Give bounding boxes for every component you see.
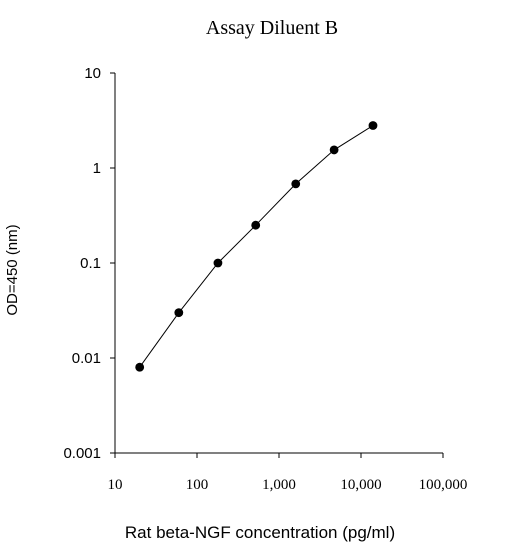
x-tick-label: 10 [108, 477, 123, 493]
data-points [135, 121, 378, 372]
y-tick-label: 10 [84, 65, 101, 82]
x-tick-label: 100,000 [419, 477, 468, 493]
series-line [139, 125, 374, 368]
data-point [174, 308, 184, 318]
plot-area [114, 73, 443, 454]
data-point [251, 220, 261, 230]
x-tick-label: 1,000 [262, 477, 296, 493]
y-tick-label: 0.1 [80, 255, 101, 272]
x-tick-label: 10,000 [340, 477, 381, 493]
data-point [135, 362, 145, 372]
data-point [291, 179, 301, 189]
y-tick-label: 0.001 [63, 445, 101, 462]
y-tick-label: 1 [93, 160, 101, 177]
data-point [213, 258, 223, 268]
x-tick-label: 100 [186, 477, 209, 493]
y-tick-label: 0.01 [72, 350, 101, 367]
x-axis-label: Rat beta-NGF concentration (pg/ml) [125, 523, 395, 542]
x-axis-ticks: 10 100 1,000 10,000 100,000 [108, 453, 468, 493]
chart-title: Assay Diluent B [206, 17, 338, 39]
y-axis-ticks: 0.001 0.01 0.1 1 10 [63, 65, 115, 462]
y-axis-label: OD=450 (nm) [4, 224, 21, 315]
data-point [368, 121, 378, 130]
data-point [329, 145, 339, 155]
